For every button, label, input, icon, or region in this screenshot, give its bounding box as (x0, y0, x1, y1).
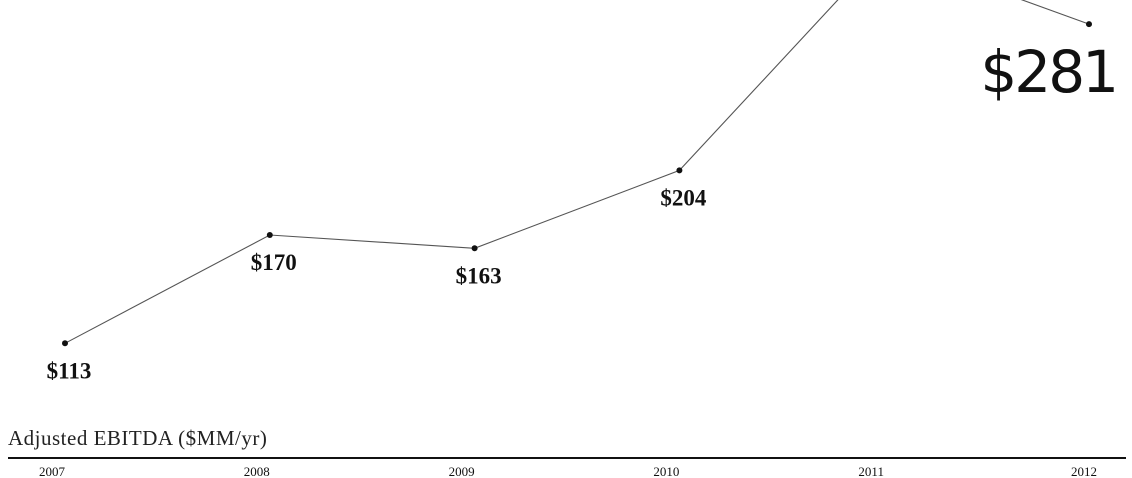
x-tick-labels: 2007 2008 2009 2010 2011 2012 (39, 464, 1097, 478)
x-tick-label-2012: 2012 (1071, 464, 1097, 478)
data-point-2008 (266, 232, 273, 238)
data-label-2009: $163 (456, 263, 502, 288)
data-label-2007: $113 (47, 358, 92, 383)
data-point-2012 (1086, 21, 1092, 28)
data-label-2008: $170 (251, 250, 297, 275)
x-tick-label-2007: 2007 (39, 464, 66, 478)
x-tick-label-2011: 2011 (858, 464, 884, 478)
x-tick-label-2008: 2008 (244, 464, 270, 478)
data-label-2012: $281 (980, 38, 1116, 106)
series-line (64, 0, 1090, 344)
data-labels: $113$170$163$204$320$281 (47, 38, 1119, 383)
series-line-group (64, 0, 1090, 344)
data-point-2009 (471, 245, 478, 252)
x-tick-label-2010: 2010 (653, 464, 679, 478)
data-point-2010 (676, 167, 683, 174)
x-tick-label-2009: 2009 (449, 464, 475, 478)
y-axis-title: Adjusted EBITDA ($MM/yr) (8, 426, 268, 450)
data-points (62, 21, 1092, 347)
data-point-2007 (62, 340, 68, 347)
data-label-2010: $204 (660, 185, 707, 210)
